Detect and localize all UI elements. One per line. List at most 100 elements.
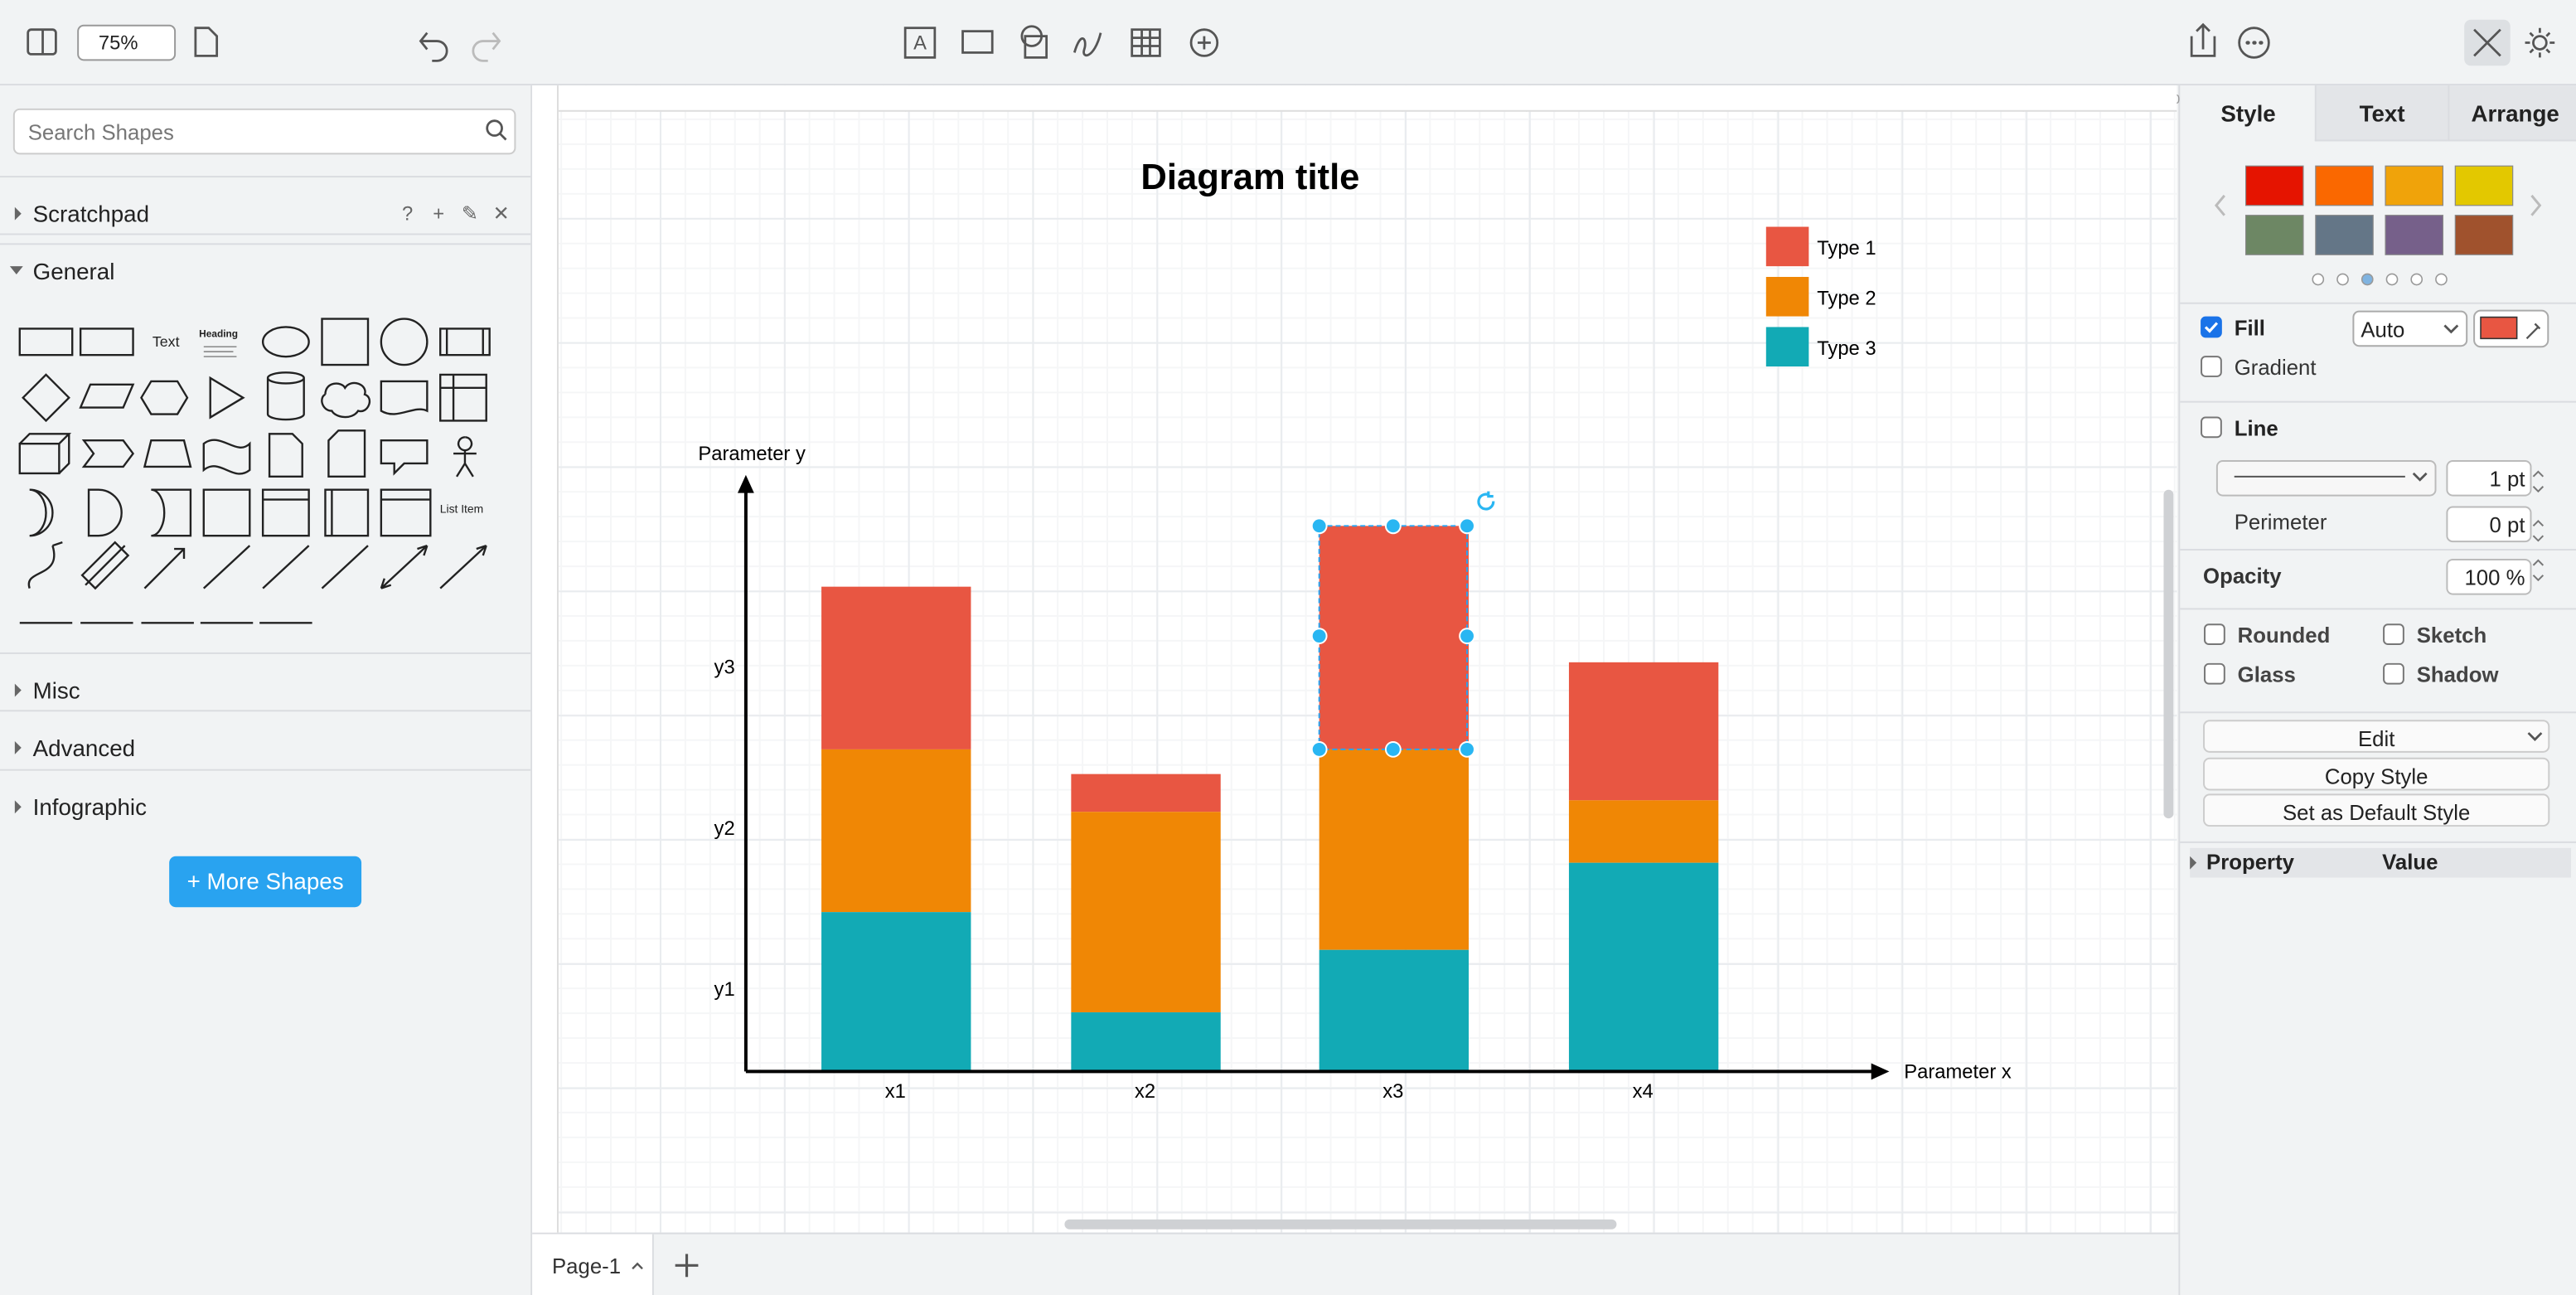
text-tool[interactable] (903, 27, 937, 59)
palette-shape[interactable] (324, 488, 370, 537)
theme-icon[interactable] (2532, 35, 2548, 51)
color-swatch[interactable] (2454, 215, 2514, 255)
palette-shape[interactable] (18, 327, 74, 356)
bar-segment[interactable] (821, 586, 971, 749)
palette-shape[interactable] (202, 488, 251, 537)
resize-handle[interactable] (1310, 628, 1328, 645)
spinner[interactable] (2532, 470, 2545, 493)
bar-segment[interactable] (1568, 862, 1719, 1072)
palette-shape[interactable] (140, 380, 189, 415)
line-style-select[interactable] (2215, 460, 2437, 497)
color-swatch[interactable] (2385, 165, 2444, 206)
color-swatch[interactable] (2385, 215, 2444, 255)
page-tab[interactable] (532, 1234, 654, 1295)
checkbox[interactable] (2383, 662, 2404, 685)
resize-handle[interactable] (1384, 740, 1402, 758)
checkbox[interactable] (2204, 623, 2225, 646)
shapes-tool[interactable] (1024, 35, 1048, 59)
x-label[interactable]: x1 (885, 1080, 906, 1103)
panel-button[interactable]: Set as Default Style (2203, 793, 2550, 827)
palette-shape[interactable] (80, 541, 130, 590)
bar-segment[interactable] (1071, 774, 1221, 812)
legend-swatch[interactable] (1765, 327, 1809, 367)
palette-shape[interactable] (202, 545, 251, 589)
undo-icon[interactable] (419, 32, 448, 62)
legend-label[interactable]: Type 3 (1817, 337, 1876, 360)
color-swatch[interactable] (2454, 165, 2514, 206)
palette-shape[interactable] (202, 439, 251, 475)
swatch-page-dot[interactable] (2385, 273, 2399, 286)
rect-tool[interactable] (961, 30, 994, 54)
x-label[interactable]: x3 (1382, 1080, 1403, 1103)
palette-list-item[interactable]: List Item (440, 502, 483, 515)
y-label[interactable]: y1 (714, 978, 735, 1001)
palette-shape[interactable] (79, 383, 135, 409)
bar-segment[interactable] (821, 749, 971, 913)
palette-shape[interactable] (268, 433, 303, 478)
palette-shape[interactable] (209, 376, 245, 420)
palette-shape[interactable] (22, 373, 70, 423)
legend-swatch[interactable] (1765, 226, 1809, 267)
palette-shape[interactable] (439, 373, 487, 422)
spinner[interactable] (2532, 559, 2545, 582)
section-header[interactable]: Infographic (32, 793, 147, 821)
section-header[interactable]: Scratchpad (32, 200, 150, 227)
section-header[interactable]: Misc (32, 677, 80, 704)
bar-segment[interactable] (1319, 749, 1470, 950)
checkbox[interactable] (2201, 356, 2222, 377)
bar-segment[interactable] (1071, 812, 1221, 1013)
swatch-prev[interactable] (2214, 194, 2225, 216)
palette-shape[interactable] (27, 541, 63, 589)
bar-segment[interactable] (1568, 662, 1719, 801)
palette-shape[interactable] (29, 488, 54, 537)
page-tab-menu[interactable] (632, 1262, 643, 1270)
diagram-title[interactable]: Diagram title (1140, 158, 1359, 197)
palette-shape[interactable] (380, 544, 429, 589)
palette-shape[interactable] (321, 545, 369, 589)
checkbox[interactable] (2201, 316, 2222, 338)
swatch-next[interactable] (2530, 194, 2542, 216)
palette-shape[interactable] (262, 545, 310, 589)
palette-shape[interactable] (143, 439, 192, 468)
palette-shape[interactable] (151, 488, 192, 537)
palette-shape[interactable] (439, 544, 487, 589)
color-swatch[interactable] (2244, 165, 2304, 206)
bar-segment[interactable] (1319, 526, 1470, 749)
scratchpad-help[interactable]: ? (402, 203, 413, 226)
swatch-page-dot[interactable] (2410, 273, 2423, 286)
palette-shape[interactable] (81, 439, 135, 468)
palette-shape[interactable] (143, 547, 186, 589)
panel-tab[interactable]: Arrange (2448, 85, 2576, 142)
swatch-page-dot[interactable] (2435, 273, 2448, 286)
panel-tab[interactable]: Text (2314, 85, 2448, 142)
rotate-handle[interactable] (1477, 491, 1495, 511)
search-box[interactable]: Search Shapes (12, 108, 516, 155)
legend-swatch[interactable] (1765, 277, 1809, 317)
y-axis-label[interactable]: Parameter y (698, 443, 806, 465)
redo-icon[interactable] (472, 32, 501, 62)
resize-handle[interactable] (1310, 740, 1328, 758)
resize-handle[interactable] (1459, 628, 1475, 645)
palette-shape[interactable] (380, 439, 429, 476)
section-header[interactable]: General (32, 258, 115, 284)
swatch-page-dot[interactable] (2312, 273, 2325, 286)
legend-label[interactable]: Type 1 (1817, 237, 1876, 259)
color-swatch[interactable] (2244, 215, 2304, 255)
palette-shape[interactable] (380, 380, 429, 415)
bar-segment[interactable] (1071, 1012, 1221, 1072)
perimeter-input[interactable]: 0 pt (2446, 506, 2532, 543)
color-swatch[interactable] (2315, 215, 2374, 255)
palette-shape[interactable] (87, 488, 123, 537)
bar-segment[interactable] (821, 912, 971, 1072)
scratchpad-edit[interactable]: ✎ (462, 203, 478, 226)
palette-shape[interactable] (321, 318, 370, 366)
more-icon[interactable] (2238, 27, 2270, 59)
swatch-page-dot[interactable] (2361, 273, 2374, 286)
checkbox[interactable] (2383, 623, 2404, 646)
checkbox[interactable] (2204, 662, 2225, 685)
table-tool[interactable] (1131, 28, 1161, 57)
spinner[interactable] (2532, 519, 2545, 542)
section-header[interactable]: Advanced (32, 735, 136, 761)
legend-label[interactable]: Type 2 (1817, 288, 1876, 310)
x-label[interactable]: x4 (1633, 1080, 1654, 1103)
